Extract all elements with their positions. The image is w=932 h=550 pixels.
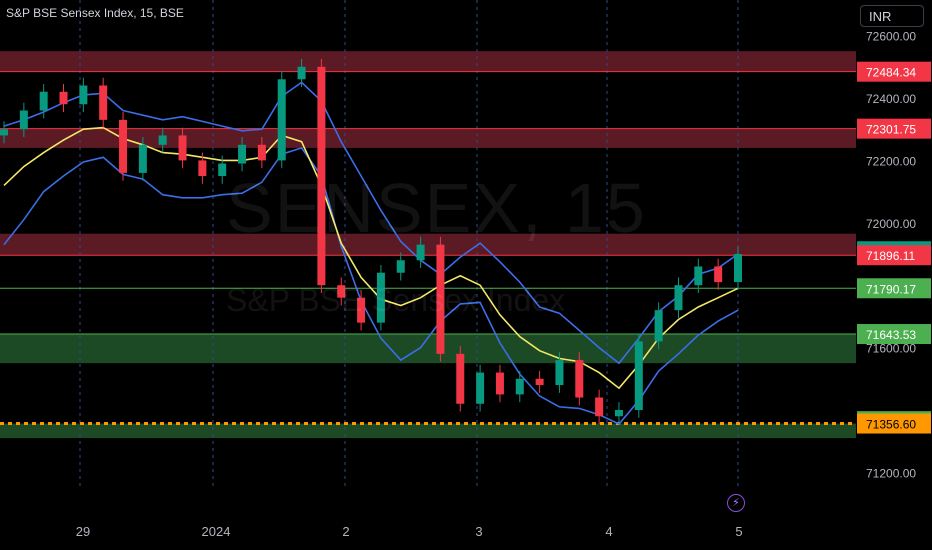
price-tag-1	[857, 118, 931, 139]
candle-29	[575, 360, 584, 398]
price-tag-label-7: 71356.60	[866, 418, 916, 432]
x-label-4: 4	[605, 524, 612, 539]
candle-30	[595, 397, 604, 417]
candle-5	[99, 85, 108, 120]
chart-title: S&P BSE Sensex Index, 15, BSE	[6, 6, 184, 20]
y-tick-0: 72600.00	[866, 30, 916, 44]
price-tag-label-4: 71790.17	[866, 282, 916, 296]
x-label-3: 3	[475, 524, 482, 539]
candle-33	[654, 310, 663, 342]
candle-4	[79, 85, 88, 105]
y-tick-1: 72400.00	[866, 92, 916, 106]
candle-17	[337, 285, 346, 298]
candle-37	[734, 254, 742, 283]
candle-34	[674, 285, 683, 311]
zone-4	[0, 423, 856, 439]
candle-14	[277, 79, 286, 161]
candle-19	[376, 272, 385, 323]
candle-7	[138, 144, 147, 173]
band-upper-line	[3, 81, 739, 365]
x-label-2: 2	[342, 524, 349, 539]
candle-18	[357, 297, 366, 323]
candle-9	[178, 135, 187, 161]
watermark-symbol: SENSEX, 15	[226, 169, 647, 247]
price-tag-0	[857, 61, 931, 82]
y-tick-2: 72200.00	[866, 154, 916, 168]
candle-12	[238, 144, 247, 164]
candle-36	[714, 266, 723, 283]
price-tag-5	[857, 324, 931, 345]
candle-3	[59, 91, 68, 105]
candle-20	[396, 260, 405, 273]
candle-31	[614, 410, 623, 417]
price-tag-label-0: 72484.34	[866, 66, 916, 80]
price-tag-label-1: 72301.75	[866, 123, 916, 137]
price-tag-label-5: 71643.53	[866, 328, 916, 342]
candle-22	[436, 244, 445, 354]
candle-10	[198, 160, 207, 176]
candle-15	[297, 66, 306, 80]
candle-13	[257, 144, 266, 161]
candle-26	[515, 378, 524, 395]
y-tick-3: 72000.00	[866, 217, 916, 231]
candle-28	[555, 360, 564, 386]
lightning-icon[interactable]: ⚡	[727, 494, 745, 512]
candle-25	[495, 372, 504, 395]
candle-11	[218, 163, 227, 176]
x-label-0: 29	[76, 524, 90, 539]
candle-27	[535, 378, 544, 386]
price-tag-4	[857, 278, 931, 299]
y-tick-4: 71600.00	[866, 342, 916, 356]
candle-16	[317, 66, 326, 286]
candle-1	[19, 110, 28, 130]
candle-8	[158, 135, 167, 145]
candle-0	[0, 129, 8, 136]
x-label-1: 2024	[202, 524, 231, 539]
candle-35	[694, 266, 703, 286]
candle-32	[634, 341, 643, 410]
price-tag-3	[857, 245, 931, 266]
band-lower-line	[3, 146, 739, 425]
candle-2	[39, 91, 48, 111]
zone-1	[0, 128, 856, 148]
price-tag-label-3: 71896.11	[866, 249, 915, 263]
candle-23	[456, 353, 465, 404]
candle-6	[119, 119, 128, 173]
watermark-name: S&P BSE Sensex Index	[226, 282, 566, 318]
x-label-5: 5	[735, 524, 742, 539]
zone-0	[0, 51, 856, 72]
zone-2	[0, 233, 856, 256]
candle-24	[476, 372, 485, 404]
price-tag-7	[857, 413, 931, 434]
y-tick-5: 71200.00	[866, 466, 916, 480]
currency-button[interactable]: INR	[860, 5, 924, 27]
candle-21	[416, 244, 425, 261]
